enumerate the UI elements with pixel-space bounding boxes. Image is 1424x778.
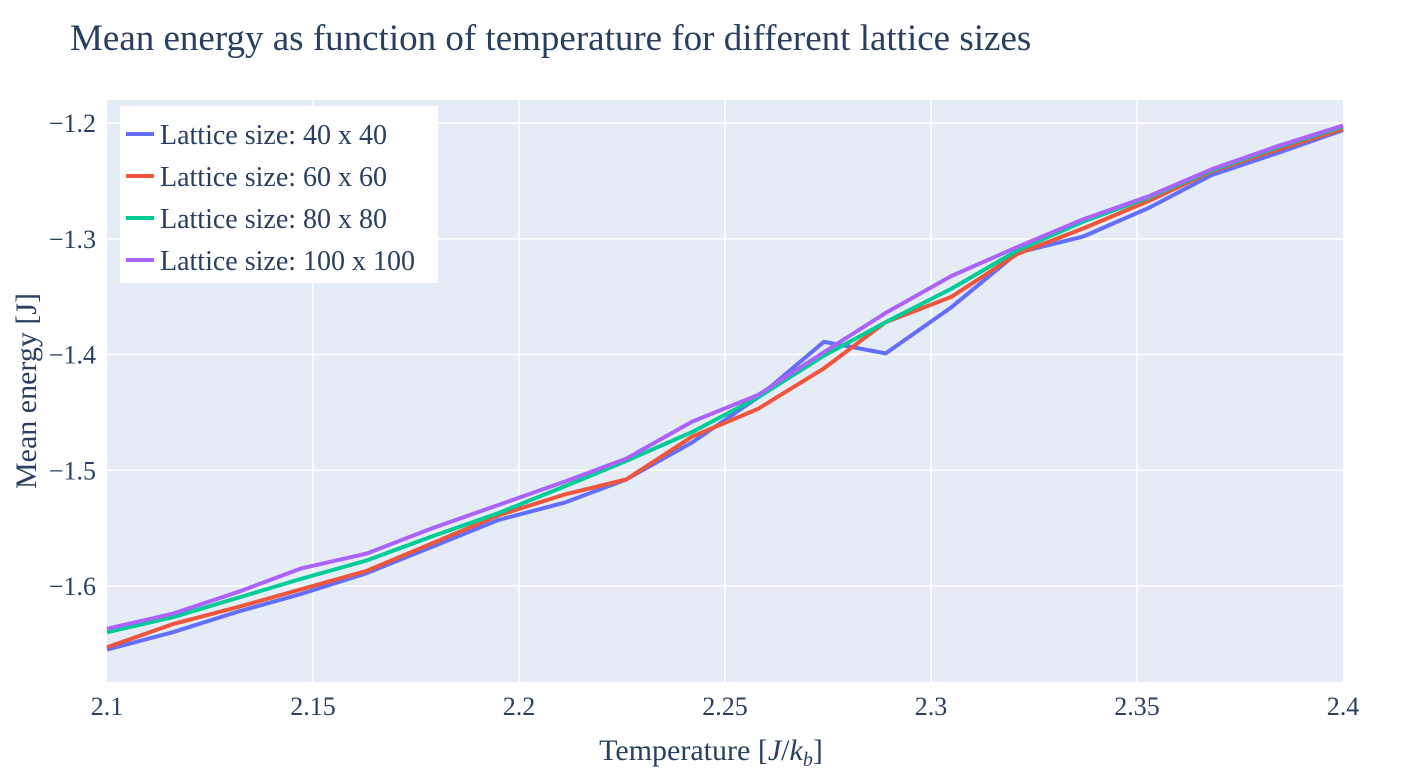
y-axis-ticks: −1.2 −1.3 −1.4 −1.5 −1.6 [49,109,96,601]
y-tick-label: −1.5 [49,456,96,485]
series-lines [106,123,1344,652]
x-tick-label: 2.25 [702,692,748,721]
legend-label: Lattice size: 60 x 60 [160,162,387,193]
x-tick-label: 2.35 [1114,692,1160,721]
x-axis-ticks: 2.1 2.15 2.2 2.25 2.3 2.35 2.4 [91,692,1360,721]
series-line-2 [106,126,1344,650]
x-tick-label: 2.4 [1327,692,1360,721]
x-tick-label: 2.15 [290,692,336,721]
legend: Lattice size: 40 x 40 Lattice size: 60 x … [120,106,438,283]
grid-lines [107,100,1343,682]
y-tick-label: −1.4 [49,341,96,370]
chart-title: Mean energy as function of temperature f… [70,18,1031,59]
x-tick-label: 2.2 [503,692,536,721]
x-axis-title: Temperature [J/kb] [599,734,823,771]
series-line-1 [106,128,1344,652]
legend-items: Lattice size: 40 x 40 Lattice size: 60 x … [126,120,415,277]
legend-box [120,106,438,283]
y-tick-label: −1.2 [49,109,96,138]
legend-label: Lattice size: 100 x 100 [160,246,415,277]
legend-label: Lattice size: 80 x 80 [160,204,387,235]
series-line-4 [106,123,1344,631]
y-axis-title: Mean energy [J] [10,293,43,489]
legend-label: Lattice size: 40 x 40 [160,120,387,151]
x-tick-label: 2.3 [915,692,948,721]
x-tick-label: 2.1 [91,692,124,721]
y-tick-label: −1.3 [49,225,96,254]
y-tick-label: −1.6 [49,572,96,601]
